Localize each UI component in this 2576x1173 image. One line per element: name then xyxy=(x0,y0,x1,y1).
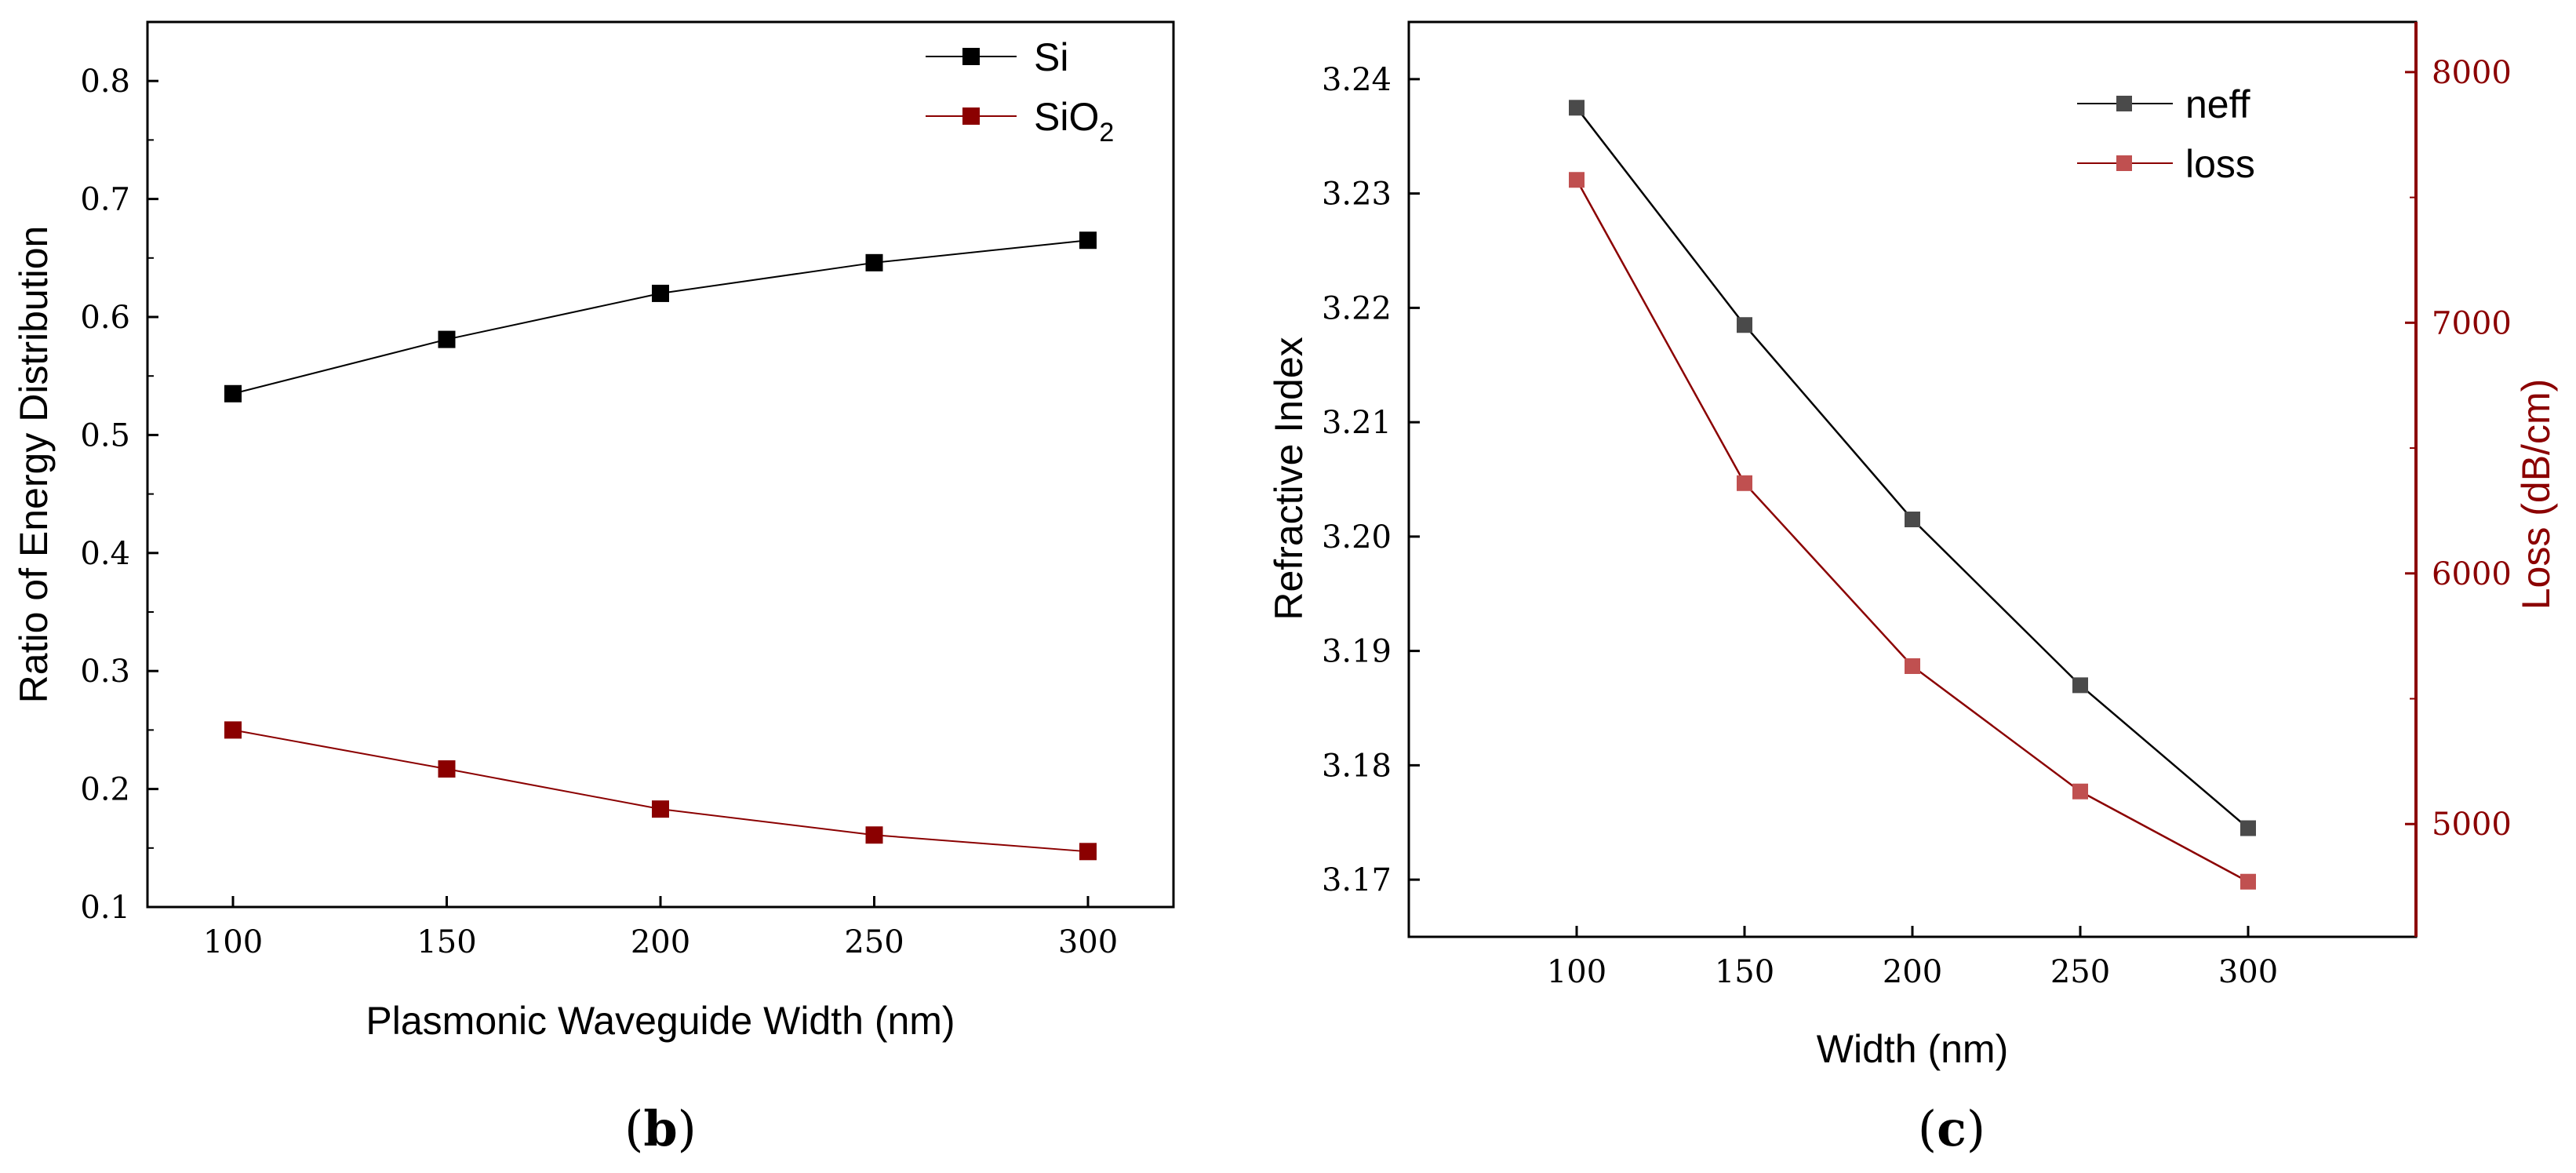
panel-label-c: (c) xyxy=(1918,1100,1985,1157)
y-tick-label-c: 3.20 xyxy=(1322,519,1392,556)
x-tick-label-b: 150 xyxy=(417,924,476,960)
data-point-neff xyxy=(2240,820,2256,836)
y-tick-label-c: 3.21 xyxy=(1322,405,1392,441)
data-point-si xyxy=(652,284,669,302)
legend-c: neff loss xyxy=(2077,82,2255,186)
series-markers-c xyxy=(1569,100,2256,890)
panel-label-b: (b) xyxy=(624,1100,697,1157)
y-right-tick-label-c: 8000 xyxy=(2432,55,2512,91)
axis-ticks-c: 100 150 200 250 300 3.17 3.18 3.19 3.20 3.21 3.22 3… xyxy=(1322,22,2512,990)
y-axis-label-b: Ratio of Energy Distribution xyxy=(12,226,56,704)
data-point-si xyxy=(865,253,883,271)
data-point-si xyxy=(438,330,456,348)
data-point-loss xyxy=(1737,475,1752,491)
x-tick-label-b: 100 xyxy=(203,924,263,960)
legend-label-loss: loss xyxy=(2185,142,2255,186)
legend-b: Si SiO2 xyxy=(926,35,1114,148)
axis-ticks-b: 100 150 200 250 300 0.1 0.2 0.3 0.4 0.5 0.6 0.7 0.8 xyxy=(80,21,1118,960)
x-tick-label-b: 250 xyxy=(844,924,904,960)
y-tick-label-c: 3.18 xyxy=(1322,748,1392,784)
y-right-tick-label-c: 7000 xyxy=(2432,305,2512,341)
legend-marker-si xyxy=(962,48,980,65)
plot-frame-b xyxy=(146,20,1175,909)
series-lines-b xyxy=(232,239,1089,853)
series-line-loss xyxy=(1575,179,2249,883)
legend-marker-neff xyxy=(2116,96,2132,111)
series-line-sio2 xyxy=(232,729,1089,853)
x-tick-label-b: 200 xyxy=(631,924,690,960)
data-point-loss xyxy=(1569,172,1585,188)
y-right-tick-label-c: 5000 xyxy=(2432,807,2512,843)
chart-panel-b: 100 150 200 250 3000.10.20.30.40.50.60.70.8 … xyxy=(12,20,1175,1157)
x-axis-label-c: Width (nm) xyxy=(1817,1027,2008,1071)
data-point-loss xyxy=(1905,658,1920,674)
y-tick-label-c: 3.24 xyxy=(1322,62,1392,98)
y-tick-label-b: 0.4 xyxy=(80,536,130,572)
y-tick-label-c: 3.22 xyxy=(1322,290,1392,326)
x-tick-label-c: 200 xyxy=(1883,954,1942,990)
data-point-neff xyxy=(1737,317,1752,333)
y-tick-label-b: 0.6 xyxy=(80,300,130,336)
legend-label-sio2: SiO2 xyxy=(1034,95,1114,148)
x-tick-label-c: 300 xyxy=(2218,954,2278,990)
legend-marker-loss xyxy=(2116,155,2132,171)
y-tick-label-b: 0.7 xyxy=(80,182,130,218)
data-point-si xyxy=(1079,231,1097,250)
chart-panel-c: 100 150 200 250 300 3.17 3.18 3.19 3.20 3.21 3.22 3… xyxy=(1267,20,2558,1157)
x-tick-label-c: 150 xyxy=(1715,954,1774,990)
x-tick-label-b: 300 xyxy=(1058,924,1118,960)
series-line-neff xyxy=(1576,107,2249,829)
y-tick-label-c: 3.19 xyxy=(1322,634,1392,670)
x-tick-label-c: 250 xyxy=(2050,954,2110,990)
data-point-sio2 xyxy=(652,800,669,818)
x-axis-label-b: Plasmonic Waveguide Width (nm) xyxy=(366,999,955,1043)
series-markers-b xyxy=(224,231,1097,861)
plot-frame-c xyxy=(1407,20,2418,938)
data-point-neff xyxy=(1905,512,1920,528)
y-tick-label-b: 0.8 xyxy=(80,64,130,100)
data-point-neff xyxy=(2072,677,2088,694)
y-axis-label-c: Refractive Index xyxy=(1267,337,1311,620)
y-tick-label-b: 0.2 xyxy=(80,772,130,808)
data-point-si xyxy=(224,384,242,403)
data-point-sio2 xyxy=(865,826,883,844)
data-point-sio2 xyxy=(438,760,456,778)
y-tick-label-b: 0.1 xyxy=(80,890,130,926)
y-axis-label-right-c: Loss (dB/cm) xyxy=(2514,379,2558,610)
legend-label-neff: neff xyxy=(2185,82,2250,126)
data-point-sio2 xyxy=(1079,843,1097,861)
y-right-tick-label-c: 6000 xyxy=(2432,556,2512,592)
y-tick-label-c: 3.23 xyxy=(1322,177,1392,213)
series-line-si xyxy=(232,239,1089,395)
y-tick-label-b: 0.3 xyxy=(80,654,130,690)
data-point-loss xyxy=(2240,873,2256,890)
x-tick-label-c: 100 xyxy=(1547,954,1606,990)
legend-label-si: Si xyxy=(1034,35,1068,79)
y-tick-label-c: 3.17 xyxy=(1322,862,1392,898)
y-tick-label-b: 0.5 xyxy=(80,417,130,454)
data-point-loss xyxy=(2072,783,2088,800)
data-point-sio2 xyxy=(224,721,242,739)
data-point-neff xyxy=(1569,100,1585,116)
legend-marker-sio2 xyxy=(962,107,980,125)
series-lines-c xyxy=(1575,107,2249,883)
